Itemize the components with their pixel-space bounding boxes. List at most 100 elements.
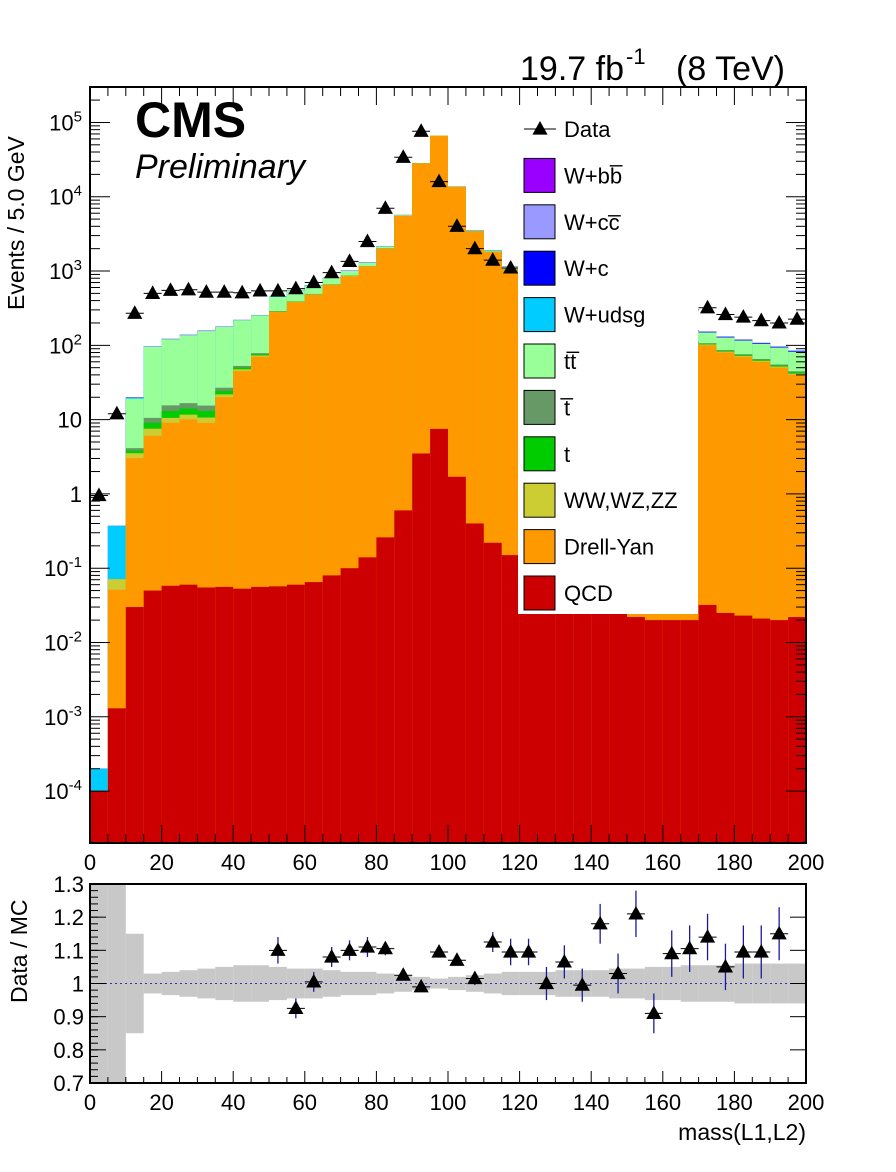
x-tick-label: 80 [364,850,388,875]
ratio-y-tick-label: 1.2 [53,905,84,930]
data-point [395,149,411,163]
data-point [234,284,250,299]
legend-swatch [523,482,556,518]
data-point [449,218,465,232]
legend-label: QCD [564,581,613,606]
x-tick-label: 40 [221,850,245,875]
ratio-x-tick-label: 0 [84,1090,96,1115]
ratio-point [467,970,483,985]
stack-bar [286,584,305,843]
data-point [717,306,734,321]
stack-bar [644,620,663,843]
luminosity-label: 19.7 fb -1 (8 TeV) [520,44,785,88]
stack-bar [197,587,216,843]
stack-bar [358,557,377,843]
y-tick-label: 10-4 [44,777,82,804]
ratio-x-tick-label: 100 [430,1090,467,1115]
stack-bar [251,586,269,843]
uncertainty-bin [269,966,287,1001]
ratio-x-tick-label: 180 [716,1090,753,1115]
stack-bar [591,607,610,843]
ratio-point [485,934,501,948]
stack-bar [215,586,234,843]
stack-bar [340,568,359,843]
stack-bar [680,620,699,843]
uncertainty-bin [698,965,717,1002]
legend-label: W+c [564,256,609,281]
legend-swatch [523,343,556,379]
legend-label: WW,WZ,ZZ [564,488,678,513]
ratio-point [538,975,555,990]
ratio-point [449,952,465,966]
ratio-plot-panel: 0 20 40 60 80 100 120 140 160 180 200 0.7 0.8 0.9 1 1.1… [6,872,824,1145]
mc-uncertainty-band [90,884,806,1083]
stack-bar [90,791,108,843]
ratio-y-tick-label: 0.9 [53,1005,84,1030]
ratio-point [359,939,376,953]
ratio-y-tick-label: 0.7 [53,1071,84,1096]
uncertainty-bin [215,966,234,1001]
ratio-point [771,925,787,940]
x-tick-label: 160 [644,850,681,875]
stack-bar [125,607,144,843]
x-tick-label: 180 [716,850,753,875]
stack-bar [143,590,162,843]
x-axis-label: mass(L1,L2) [678,1119,806,1145]
legend-swatch [523,297,556,333]
legend-label: Data [564,117,611,142]
data-point [145,285,161,299]
main-plot-panel: 0 20 40 60 80 100 120 140 160 180 200 10-4 10-3 10-2 1… [3,86,825,875]
data-point [341,253,358,267]
data-point [431,173,447,188]
legend: Data W+bb̅ W+cc̅ W+c W+udsg tt̅ t̅ t WW,WZ,ZZ Dre… [518,106,698,614]
ratio-point [610,965,626,980]
data-point [306,274,322,289]
legend-swatch [523,157,556,193]
ratio-point [699,929,716,943]
legend-swatch [523,575,556,611]
ratio-x-tick-label: 80 [364,1090,388,1115]
ratio-y-axis-label: Data / MC [6,899,32,1003]
stack-bar [483,542,502,843]
ratio-y-tick-label: 1.1 [53,938,84,963]
stack-bar [394,510,413,843]
stack-bar [430,428,448,843]
data-point [162,282,179,296]
legend-swatch [523,204,556,240]
ratio-point [628,905,644,920]
stack-bar [179,584,198,843]
y-tick-label: 10-3 [44,703,82,730]
stack-bar [788,617,806,843]
lumi-value: 19.7 fb [520,50,624,88]
y-tick-label: 103 [49,257,82,284]
stack-bar [322,575,341,843]
legend-entry: WW,WZ,ZZ [523,482,678,518]
data-point [377,200,393,214]
y-tick-label: 105 [49,108,82,135]
stack-bar [304,582,323,843]
data-point [789,311,805,325]
data-point [216,284,232,298]
lumi-exponent: -1 [626,44,646,69]
stack-bar [770,620,789,843]
ratio-x-tick-label: 160 [644,1090,681,1115]
legend-entry: W+bb̅ [523,157,623,193]
ratio-points [268,890,789,1034]
stack-bar [501,555,520,843]
data-point [288,280,304,295]
ratio-point [556,953,572,968]
stack-bar [627,617,645,843]
ratio-point [503,943,519,958]
data-point [324,264,340,279]
experiment-label: CMS [135,92,246,148]
stack-bar [555,590,574,843]
y-tick-label: 104 [49,183,82,210]
x-tick-label: 200 [788,850,825,875]
data-point [735,309,751,323]
legend-entry: tt̅ [523,343,580,379]
stack-bar [698,604,717,843]
stack-bar [609,612,627,843]
legend-swatch [523,436,556,472]
legend-label: t [564,442,570,467]
ratio-point [395,967,411,981]
